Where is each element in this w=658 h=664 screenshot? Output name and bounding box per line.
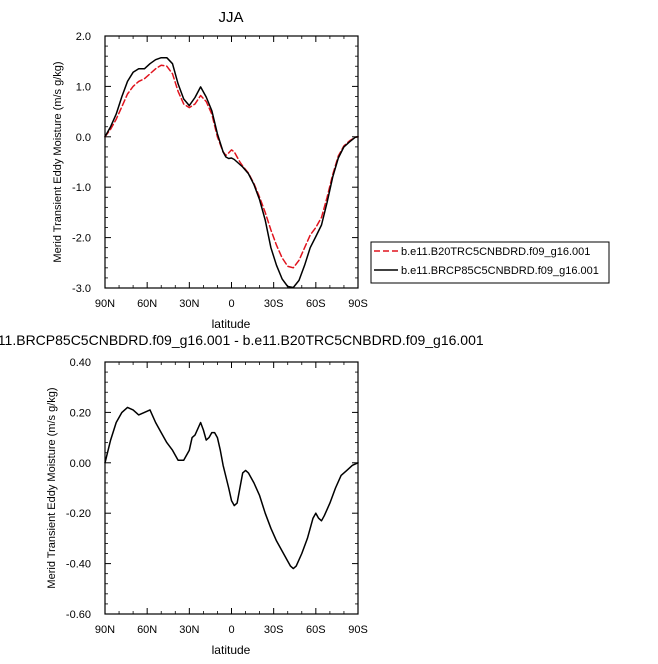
panel-1-x-tick-label: 60S xyxy=(306,298,326,310)
panel-2-y-tick-label: 0.40 xyxy=(70,357,91,369)
panel-2-y-tick-label: 0.20 xyxy=(70,407,91,419)
legend-label-series-1: b.e11.B20TRC5CNBDRD.f09_g16.001 xyxy=(401,246,590,258)
panel-2-y-axis-label: Merid Transient Eddy Moisture (m/s g/kg) xyxy=(46,387,58,588)
panel-1-series xyxy=(104,56,359,289)
panel-1-series-line-1 xyxy=(104,64,359,269)
panel-1-x-tick-label: 90N xyxy=(95,298,115,310)
panel-1-x-axis-label: latitude xyxy=(212,317,251,331)
legend: b.e11.B20TRC5CNBDRD.f09_g16.001 b.e11.BR… xyxy=(370,241,610,284)
panel-2-y-tick-label: -0.60 xyxy=(66,609,91,621)
panel-1-frame xyxy=(104,35,359,289)
panel-1-y-ticks: -3.0 -2.0 -1.0 0.0 1.0 2.0 xyxy=(72,31,358,295)
panel-1-y-tick-label: 0.0 xyxy=(76,132,91,144)
panel-2-x-axis-label: latitude xyxy=(212,643,251,657)
panel-2-series xyxy=(104,406,359,570)
panel-2-title: b.e11.BRCP85C5CNBDRD.f09_g16.001 - b.e11… xyxy=(0,332,484,348)
panel-1-y-tick-label: -2.0 xyxy=(72,233,91,245)
panel-1-x-tick-label: 60N xyxy=(137,298,157,310)
panel-2-frame xyxy=(104,361,359,615)
panel-1-x-tick-label: 0 xyxy=(228,298,234,310)
panel-2-x-tick-label: 0 xyxy=(228,624,234,636)
panel-2-y-tick-label: -0.20 xyxy=(66,508,91,520)
panel-1-x-tick-label: 30S xyxy=(264,298,284,310)
panel-1-x-tick-label: 30N xyxy=(179,298,199,310)
panel-2-y-tick-label: -0.40 xyxy=(66,559,91,571)
panel-2-x-tick-label: 30S xyxy=(264,624,284,636)
panel-1-y-tick-label: -3.0 xyxy=(72,283,91,295)
panel-2-x-ticks: 90N 60N 30N 0 30S 60S 90S xyxy=(95,362,368,636)
legend-box xyxy=(370,241,610,284)
panel-1-y-tick-label: 2.0 xyxy=(76,31,91,43)
panel-2-x-tick-label: 90S xyxy=(348,624,368,636)
panel-2-x-tick-label: 30N xyxy=(179,624,199,636)
panel-2-y-tick-label: 0.00 xyxy=(70,458,91,470)
panel-2-x-tick-label: 90N xyxy=(95,624,115,636)
panel-1-title: JJA xyxy=(218,9,243,26)
panel-2-y-ticks: -0.60 -0.40 -0.20 0.00 0.20 0.40 xyxy=(66,357,358,621)
panel-1: JJA -3.0 -2.0 -1.0 0.0 1.0 2.0 90N 60N 30N 0 30S 6… xyxy=(52,9,610,331)
panel-1-y-tick-label: 1.0 xyxy=(76,81,91,93)
panel-1-y-axis-label: Merid Transient Eddy Moisture (m/s g/kg) xyxy=(52,61,64,262)
panel-2-x-tick-label: 60S xyxy=(306,624,326,636)
panel-1-x-tick-label: 90S xyxy=(348,298,368,310)
panel-2-x-tick-label: 60N xyxy=(137,624,157,636)
panel-1-y-tick-label: -1.0 xyxy=(72,182,91,194)
legend-label-series-2: b.e11.BRCP85C5CNBDRD.f09_g16.001 xyxy=(401,265,599,277)
panel-1-series-line-2 xyxy=(104,56,359,289)
panel-1-x-ticks: 90N 60N 30N 0 30S 60S 90S xyxy=(95,36,368,310)
panel-2: b.e11.BRCP85C5CNBDRD.f09_g16.001 - b.e11… xyxy=(0,332,484,657)
panel-2-series-line-1 xyxy=(104,406,359,570)
